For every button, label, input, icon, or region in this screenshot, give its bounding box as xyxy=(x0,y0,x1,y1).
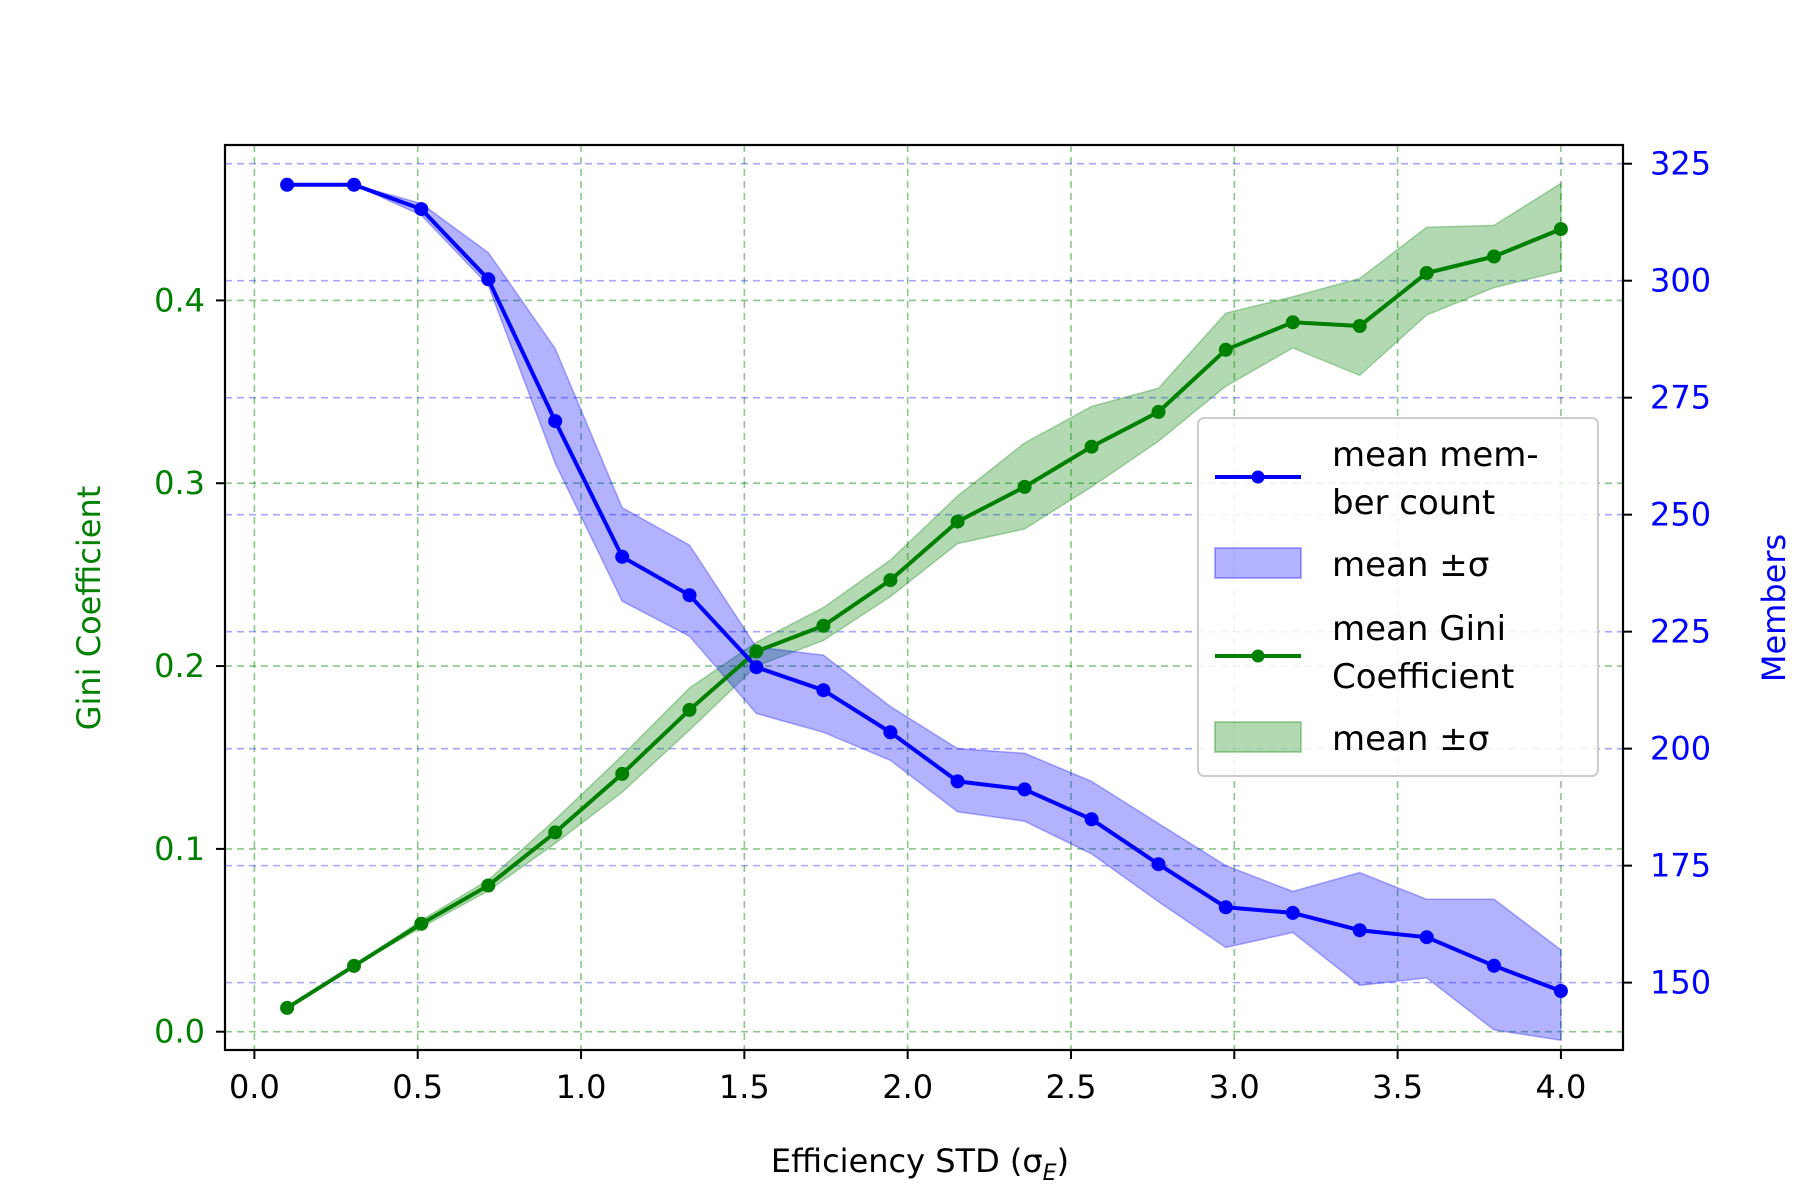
x-tick-label: 3.5 xyxy=(1372,1068,1423,1106)
left-y-tick-label: 0.2 xyxy=(154,647,205,685)
member-data-point xyxy=(481,272,496,287)
right-y-tick-label: 250 xyxy=(1650,496,1711,534)
x-axis-title-close: ) xyxy=(1057,1142,1069,1180)
legend-box xyxy=(1197,417,1599,777)
left-y-axis-ticks: 0.0 0.1 0.2 0.3 0.4 xyxy=(154,281,225,1051)
right-y-tick-label: 300 xyxy=(1650,262,1711,300)
legend-member-label-2: ber count xyxy=(1332,483,1495,523)
right-y-tick-label: 325 xyxy=(1650,145,1711,183)
gini-data-point xyxy=(749,644,764,659)
x-axis-ticks: 0.0 0.5 1.0 1.5 2.0 2.5 3.0 3.5 4.0 xyxy=(229,1050,1586,1106)
right-y-tick-label: 275 xyxy=(1650,379,1711,417)
legend-member-band-swatch xyxy=(1214,547,1302,579)
legend-member-band-label: mean ±σ xyxy=(1332,545,1489,585)
legend: mean mem- ber count mean ±σ mean Gini Co… xyxy=(1197,417,1599,777)
member-data-point xyxy=(749,660,764,675)
member-data-point xyxy=(1285,905,1300,920)
gini-data-point xyxy=(481,878,496,893)
member-data-point xyxy=(1487,958,1501,973)
member-data-point xyxy=(1084,812,1099,827)
left-y-tick-label: 0.0 xyxy=(154,1013,205,1051)
member-data-point xyxy=(883,725,898,740)
right-y-axis-title: Members xyxy=(1755,534,1793,682)
gini-data-point xyxy=(1218,342,1233,357)
left-y-tick-label: 0.4 xyxy=(154,281,205,319)
legend-gini-label-1: mean Gini xyxy=(1332,609,1506,649)
gini-data-point xyxy=(950,514,965,529)
plot-frame xyxy=(223,143,1625,1052)
member-data-point xyxy=(1352,923,1367,938)
gini-data-point xyxy=(1553,222,1568,237)
member-mean-line xyxy=(287,182,1562,993)
left-y-tick-label: 0.1 xyxy=(154,830,205,868)
series-markers xyxy=(280,177,1568,1015)
member-data-point xyxy=(1553,984,1568,998)
x-tick-label: 2.5 xyxy=(1046,1068,1097,1106)
member-data-point xyxy=(682,588,697,603)
member-data-point xyxy=(1017,782,1032,797)
member-data-point xyxy=(615,549,630,564)
gini-data-point xyxy=(548,825,563,840)
x-axis-title: Efficiency STD (σE) xyxy=(771,1142,1069,1186)
x-axis-title-main: Efficiency STD (σ xyxy=(771,1142,1043,1180)
member-data-point xyxy=(347,177,361,192)
member-data-point xyxy=(816,683,831,698)
gini-data-point xyxy=(1285,315,1300,330)
gini-data-point xyxy=(1084,439,1099,454)
gini-mean-line xyxy=(286,227,1562,1010)
x-tick-label: 4.0 xyxy=(1535,1068,1586,1106)
gini-data-point xyxy=(1151,404,1166,419)
gini-data-point xyxy=(414,916,429,931)
legend-member-label-1: mean mem- xyxy=(1332,435,1539,475)
legend-gini-marker-swatch xyxy=(1251,649,1265,663)
x-tick-label: 1.5 xyxy=(719,1068,770,1106)
gini-data-point xyxy=(347,958,361,973)
gini-data-point xyxy=(1017,479,1032,494)
x-tick-label: 0.0 xyxy=(229,1068,280,1106)
legend-gini-band-swatch xyxy=(1214,721,1302,753)
gini-data-point xyxy=(615,766,630,781)
left-y-tick-label: 0.3 xyxy=(154,464,205,502)
right-y-tick-label: 225 xyxy=(1650,613,1711,651)
right-y-tick-label: 175 xyxy=(1650,847,1711,885)
gini-data-point xyxy=(280,1000,295,1015)
left-y-axis-title: Gini Coefficient xyxy=(70,486,108,731)
series-lines xyxy=(286,182,1562,1010)
gini-data-point xyxy=(1487,249,1501,264)
gini-data-point xyxy=(1352,319,1367,333)
x-axis-title-sub: E xyxy=(1043,1161,1057,1186)
gini-data-point xyxy=(883,573,898,588)
right-y-tick-label: 200 xyxy=(1650,730,1711,768)
member-data-point xyxy=(280,177,295,192)
legend-gini-label-2: Coefficient xyxy=(1332,657,1514,697)
member-data-point xyxy=(414,202,429,217)
right-y-tick-label: 150 xyxy=(1650,964,1711,1002)
gini-data-point xyxy=(816,618,831,633)
x-tick-label: 2.0 xyxy=(882,1068,933,1106)
gini-data-point xyxy=(682,702,697,717)
member-data-point xyxy=(1218,900,1233,915)
x-tick-label: 0.5 xyxy=(392,1068,443,1106)
member-data-point xyxy=(950,774,965,789)
member-data-point xyxy=(548,414,563,429)
member-data-point xyxy=(1151,857,1166,872)
legend-gini-band-label: mean ±σ xyxy=(1332,719,1489,759)
right-y-axis-ticks: 150 175 200 225 250 275 300 325 xyxy=(1623,145,1711,1002)
gini-data-point xyxy=(1419,266,1434,280)
legend-member-marker-swatch xyxy=(1251,470,1265,484)
x-tick-label: 1.0 xyxy=(556,1068,607,1106)
member-data-point xyxy=(1419,930,1434,945)
x-tick-label: 3.0 xyxy=(1209,1068,1260,1106)
